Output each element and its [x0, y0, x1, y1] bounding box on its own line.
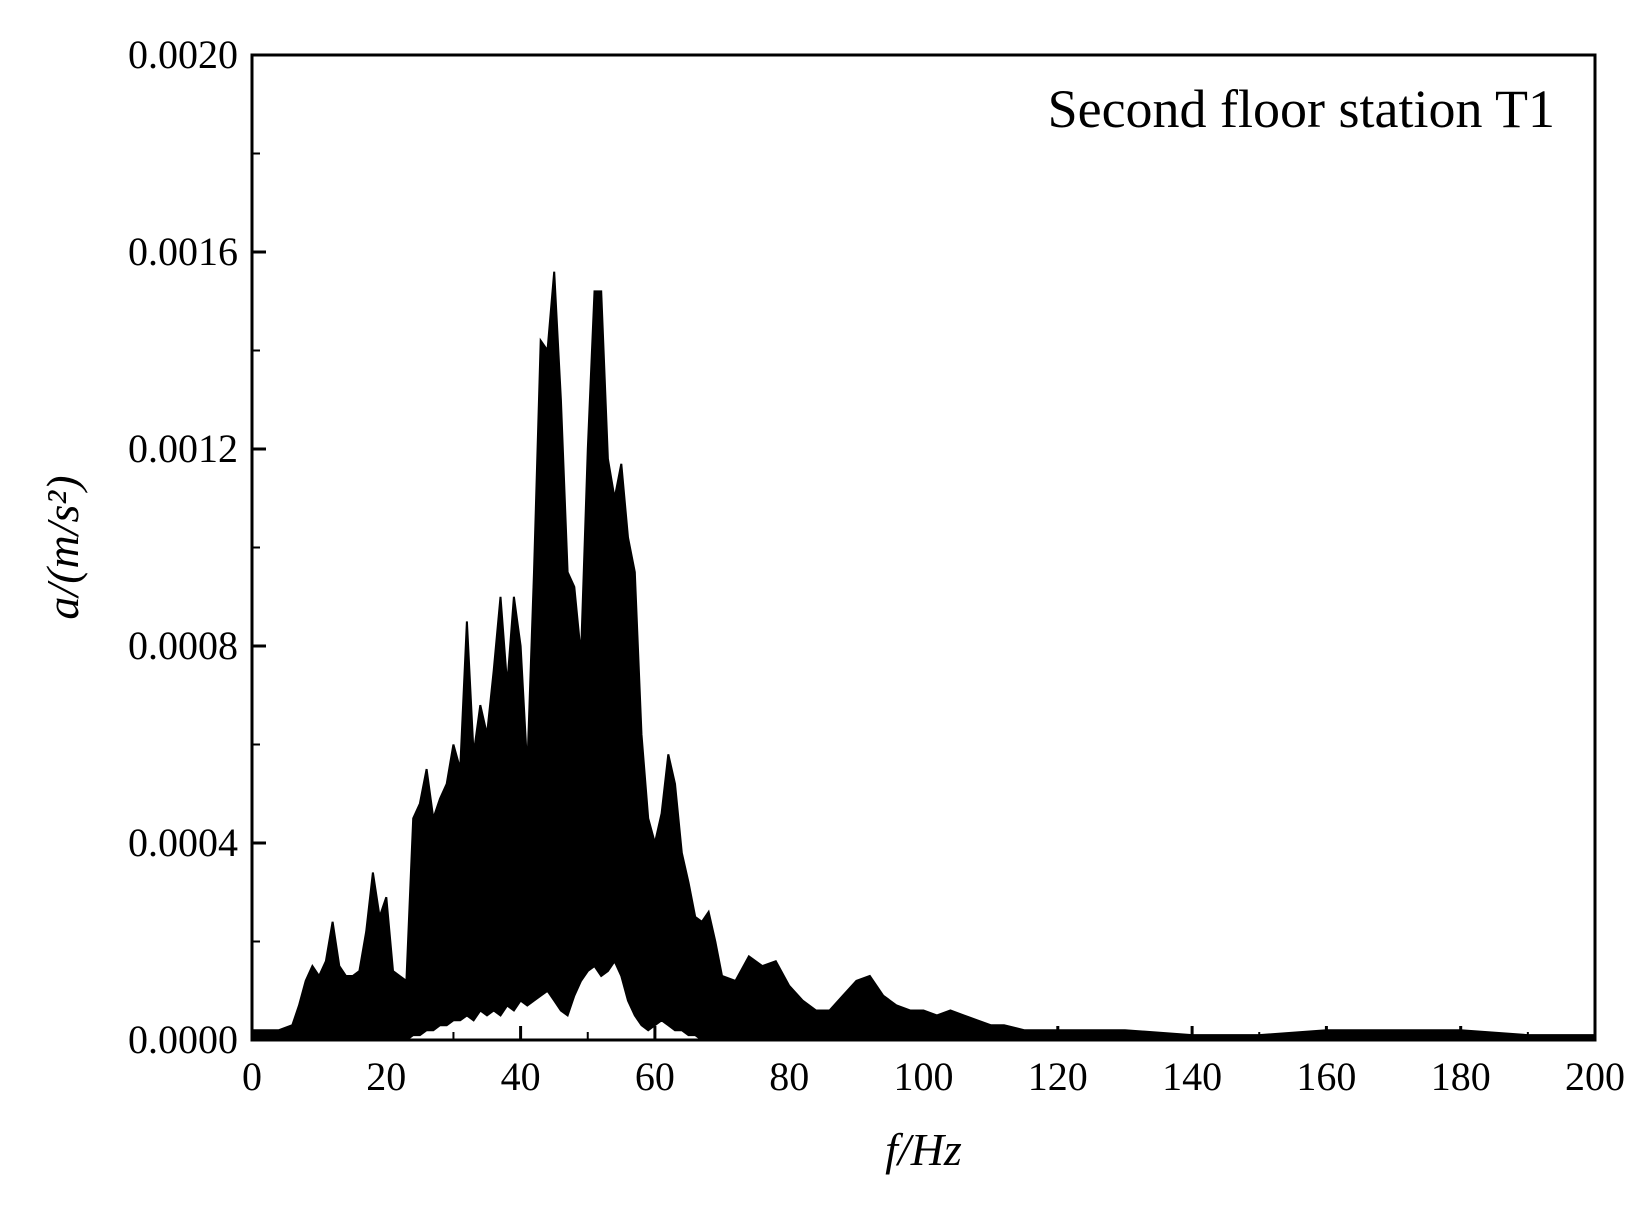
x-axis: 0 20 40 60 80 100 120 140 160 180 200 — [242, 1026, 1625, 1099]
x-tick-label: 60 — [635, 1054, 675, 1099]
x-tick-label: 180 — [1431, 1054, 1491, 1099]
y-tick-label: 0.0016 — [128, 229, 238, 274]
x-tick-label: 80 — [769, 1054, 809, 1099]
x-tick-label: 200 — [1565, 1054, 1625, 1099]
y-tick-label: 0.0020 — [128, 32, 238, 77]
legend-station-label: Second floor station T1 — [1048, 79, 1555, 139]
x-tick-label: 160 — [1296, 1054, 1356, 1099]
plot-frame — [250, 53, 1597, 1042]
y-tick-label: 0.0004 — [128, 820, 238, 865]
y-tick-label: 0.0008 — [128, 623, 238, 668]
x-tick-label: 0 — [242, 1054, 262, 1099]
x-tick-label: 20 — [366, 1054, 406, 1099]
y-tick-label: 0.0000 — [128, 1017, 238, 1062]
y-tick-label: 0.0012 — [128, 426, 238, 471]
y-axis-label: a/(m/s²) — [37, 475, 88, 619]
x-tick-label: 140 — [1162, 1054, 1222, 1099]
y-axis: 0.0000 0.0004 0.0008 0.0012 0.0016 0.0020 — [128, 32, 266, 1062]
x-tick-label: 40 — [501, 1054, 541, 1099]
x-axis-label: f/Hz — [885, 1124, 962, 1175]
x-tick-label: 100 — [894, 1054, 954, 1099]
series-spectrum-band — [251, 271, 1596, 1041]
x-tick-label: 120 — [1028, 1054, 1088, 1099]
